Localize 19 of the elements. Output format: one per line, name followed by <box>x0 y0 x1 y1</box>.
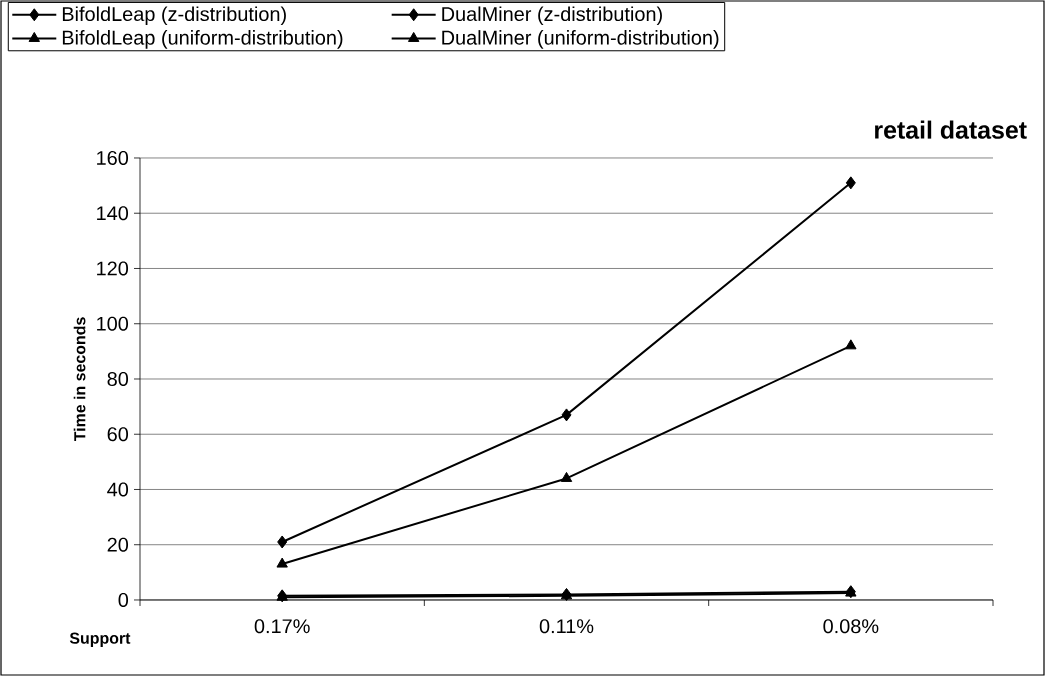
legend-label: DualMiner (z-distribution) <box>442 6 662 26</box>
y-tick-label: 100 <box>97 316 129 331</box>
legend-label: DualMiner (uniform-distribution) <box>442 30 719 49</box>
legend-label: BifoldLeap (uniform-distribution) <box>62 30 343 49</box>
x-tick-label: 0.11% <box>539 619 594 634</box>
x-tick-label: 0.17% <box>254 619 310 634</box>
y-tick-label: 20 <box>107 537 129 552</box>
chart-title: retail dataset <box>875 120 1027 139</box>
x-axis-title: Support <box>69 632 131 647</box>
y-tick-label: 80 <box>107 371 129 387</box>
y-axis-title: Time in seconds <box>73 317 86 442</box>
y-tick-label: 60 <box>107 427 129 442</box>
y-tick-label: 140 <box>97 206 129 221</box>
y-tick-label: 160 <box>97 150 129 166</box>
x-tick-label: 0.08% <box>823 619 879 634</box>
y-tick-label: 40 <box>107 482 129 497</box>
legend-label: BifoldLeap (z-distribution) <box>62 6 286 26</box>
y-tick-label: 120 <box>97 261 129 276</box>
y-tick-label: 0 <box>118 592 129 608</box>
